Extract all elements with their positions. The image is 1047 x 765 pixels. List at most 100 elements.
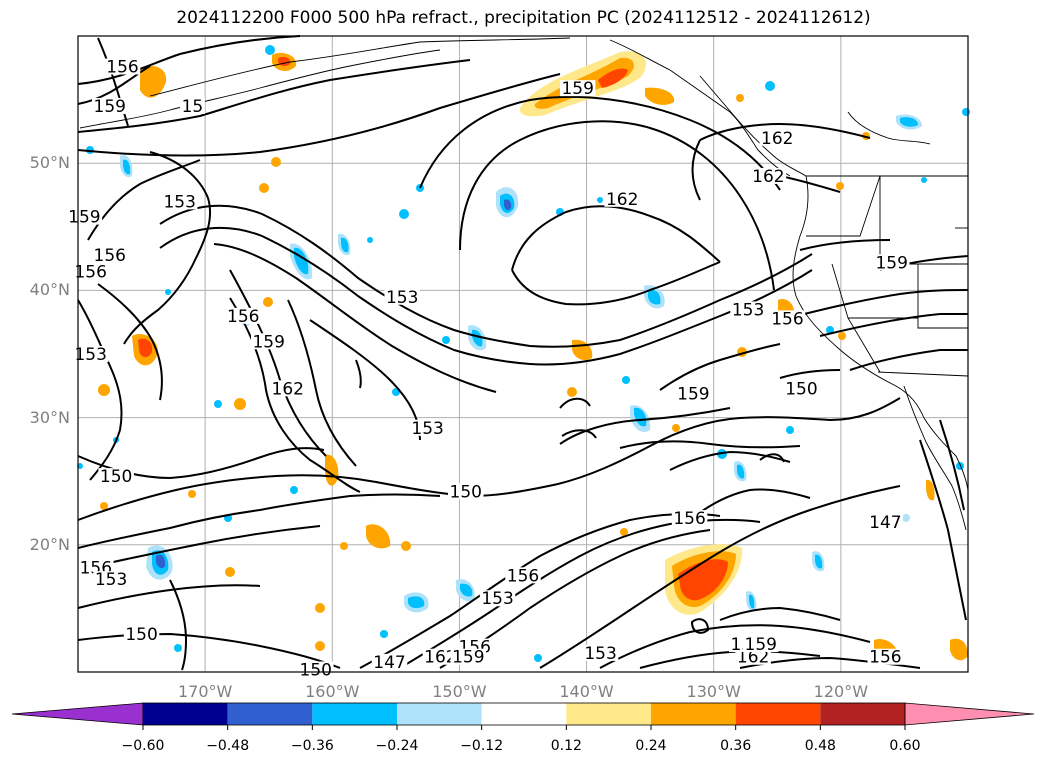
graticule bbox=[78, 36, 968, 672]
colorbar-tick-label: 0.60 bbox=[889, 738, 921, 754]
contour-label-background bbox=[867, 648, 904, 665]
contour-label: 162 bbox=[424, 648, 456, 668]
contour-label-background bbox=[559, 80, 596, 97]
contour-label: 162 bbox=[606, 190, 638, 210]
contour-label-background bbox=[98, 468, 134, 485]
contour-line bbox=[699, 122, 871, 141]
contour-line bbox=[459, 120, 775, 291]
colorbar-bin bbox=[481, 703, 567, 725]
precip-dot bbox=[786, 426, 794, 434]
precip-dot bbox=[340, 542, 348, 550]
contour-line bbox=[77, 584, 261, 609]
precip-patch bbox=[140, 66, 167, 98]
contour-label-background bbox=[371, 653, 408, 670]
contour-line bbox=[355, 359, 362, 389]
contour-label-background bbox=[783, 380, 820, 397]
contour-line bbox=[759, 453, 785, 463]
precip-dot bbox=[234, 398, 246, 410]
contour-line bbox=[690, 618, 710, 634]
contour-label-background bbox=[250, 333, 287, 350]
precip-dot bbox=[921, 177, 927, 183]
longitude-label: 120°W bbox=[813, 682, 869, 701]
contour-label: 15 bbox=[182, 97, 204, 117]
state-border bbox=[879, 176, 968, 265]
coastline-mexico bbox=[923, 417, 969, 491]
precip-patch bbox=[472, 329, 483, 347]
contour-label-background bbox=[161, 193, 198, 210]
contour-line bbox=[77, 493, 441, 549]
longitude-label: 150°W bbox=[432, 682, 487, 701]
precip-dot bbox=[956, 462, 964, 470]
contour-label-background bbox=[867, 513, 904, 530]
contour-line bbox=[669, 450, 791, 471]
colorbar bbox=[11, 702, 1035, 730]
contour-label: 153 bbox=[481, 589, 513, 609]
contour-line bbox=[559, 397, 591, 409]
contour-label-background bbox=[104, 58, 141, 75]
contour-label-background bbox=[270, 380, 306, 397]
colorbar-tick-label: −0.60 bbox=[121, 738, 165, 754]
contour-label: 150 bbox=[450, 482, 482, 502]
contour-line bbox=[169, 579, 188, 671]
contour-line bbox=[659, 343, 781, 391]
contour-line bbox=[77, 525, 321, 571]
contour-line bbox=[77, 397, 901, 521]
contour-label: 162 bbox=[761, 129, 793, 149]
precip-patch bbox=[900, 117, 918, 127]
precip-dot bbox=[315, 603, 325, 613]
contour-label-background bbox=[750, 167, 787, 184]
contour-line bbox=[689, 488, 811, 521]
precip-patch bbox=[408, 596, 425, 609]
contour-line bbox=[97, 37, 129, 127]
contour-line bbox=[359, 512, 721, 669]
contour-line bbox=[539, 485, 901, 669]
contour-label-background bbox=[422, 648, 459, 665]
coastline-aleutians bbox=[79, 49, 441, 129]
colorbar-bin bbox=[735, 703, 821, 725]
precip-patch bbox=[598, 68, 628, 88]
contour-label-background bbox=[735, 648, 771, 665]
contour-label: 162 bbox=[737, 648, 769, 668]
colorbar-frame bbox=[142, 702, 906, 726]
colorbar-tick-label: −0.36 bbox=[290, 738, 334, 754]
contour-line bbox=[419, 95, 781, 191]
precip-dot bbox=[620, 528, 628, 536]
contour-line bbox=[159, 226, 813, 366]
colorbar-bin bbox=[820, 703, 905, 725]
contour-line bbox=[97, 283, 163, 401]
precip-dot bbox=[367, 237, 373, 243]
latitude-label: 30°N bbox=[29, 407, 70, 427]
contour-label: 153 bbox=[163, 192, 195, 212]
precip-patch bbox=[737, 464, 745, 479]
precip-dot bbox=[534, 654, 542, 662]
colorbar-under-extension bbox=[11, 702, 144, 726]
contour-line bbox=[229, 269, 327, 457]
precip-patch bbox=[366, 524, 391, 549]
colorbar-over-extension bbox=[904, 702, 1035, 726]
contour-label: 159 bbox=[561, 79, 593, 99]
longitude-label: 130°W bbox=[686, 682, 741, 701]
precip-dot bbox=[98, 384, 110, 396]
contour-line bbox=[779, 289, 969, 321]
contour-line bbox=[123, 151, 212, 345]
contour-label: 147 bbox=[373, 653, 405, 673]
precip-dot bbox=[165, 289, 171, 295]
map-title: 2024112200 F000 500 hPa refract., precip… bbox=[176, 8, 871, 28]
precip-dot bbox=[597, 197, 603, 203]
latitude-label: 40°N bbox=[29, 280, 70, 300]
contour-label: 159 bbox=[875, 253, 907, 273]
colorbar-tick-label: −0.12 bbox=[460, 738, 504, 754]
contour-label-background bbox=[93, 571, 129, 588]
precip-patch bbox=[156, 554, 166, 569]
contour-label: 159 bbox=[252, 332, 284, 352]
contour-line bbox=[691, 139, 701, 201]
contour-label: 153 bbox=[95, 570, 127, 590]
contour-line bbox=[779, 175, 841, 193]
precip-patch bbox=[815, 554, 823, 569]
precip-dot bbox=[962, 108, 970, 116]
colorbar-tick-label: −0.48 bbox=[206, 738, 250, 754]
precip-dot bbox=[736, 94, 744, 102]
contour-line bbox=[559, 407, 731, 445]
contour-line bbox=[213, 243, 497, 393]
